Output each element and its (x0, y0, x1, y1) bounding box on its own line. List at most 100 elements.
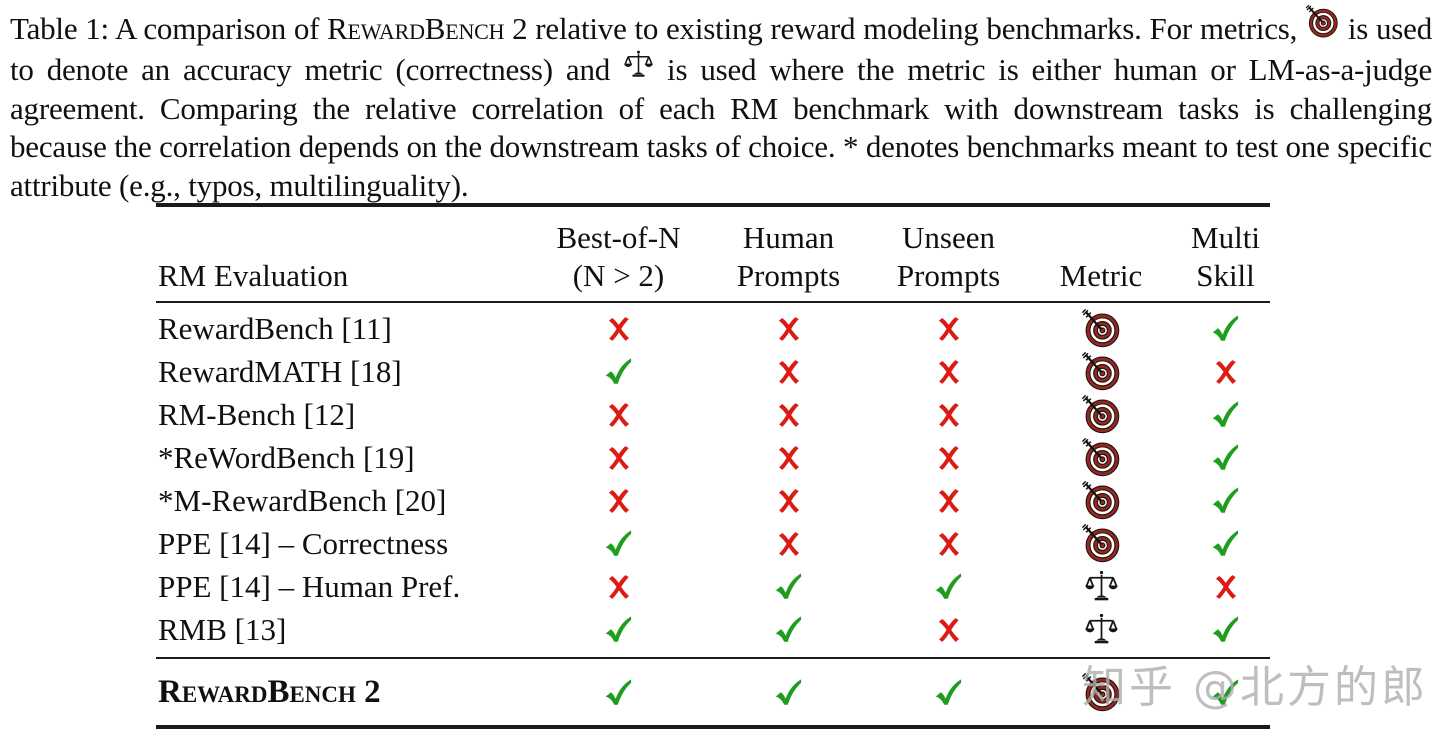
table-cell-cross (536, 444, 701, 472)
check-icon (1210, 614, 1241, 645)
cross-icon (1212, 573, 1240, 601)
table-header-row: RM Evaluation Best-of-N (N > 2) Human Prompt… (156, 207, 1270, 303)
cross-icon (1212, 358, 1240, 386)
column-header-metric: Metric (1021, 215, 1181, 295)
check-icon (1210, 313, 1241, 344)
cross-icon (605, 573, 633, 601)
check-icon (1210, 677, 1241, 708)
benchmark-name: PPE [14] – Human Pref. (158, 568, 461, 604)
column-header-unseen-prompts: Unseen Prompts (876, 215, 1021, 295)
benchmark-name: *ReWordBench [19] (158, 439, 415, 475)
target-icon (1081, 480, 1122, 521)
cross-icon (605, 444, 633, 472)
benchmark-name: RMB [13] (158, 611, 287, 647)
table-cell-cross (701, 315, 876, 343)
table-row: *M-RewardBench [20] (156, 479, 1270, 522)
table-cell-check (536, 614, 701, 645)
cross-icon (935, 358, 963, 386)
cross-icon (775, 530, 803, 558)
scales-icon (1084, 569, 1119, 604)
table-cell-check (1181, 442, 1270, 473)
table-cell-target (1021, 672, 1181, 713)
table-cell-check (876, 571, 1021, 602)
cross-icon (605, 487, 633, 515)
table-cell-check (1181, 614, 1270, 645)
column-header-rmevaluation: RM Evaluation (156, 215, 536, 295)
header-line: Skill (1196, 258, 1255, 293)
check-icon (1210, 399, 1241, 430)
benchmark-name: RewardBench [11] (158, 310, 392, 346)
table-cell-scales (1021, 612, 1181, 647)
check-icon (1210, 442, 1241, 473)
cross-icon (935, 530, 963, 558)
header-line: Unseen (902, 220, 995, 255)
table-row: RMB [13] (156, 608, 1270, 651)
target-icon (1081, 672, 1122, 713)
cross-icon (935, 444, 963, 472)
benchmark-name: PPE [14] – Correctness (158, 525, 449, 561)
column-header-best-of-n-n2: Best-of-N (N > 2) (536, 215, 701, 295)
header-line: Prompts (736, 258, 841, 293)
table-caption: Table 1: A comparison of RewardBench 2 r… (10, 4, 1432, 206)
table-cell-target (1021, 523, 1181, 564)
table-cell-check (701, 571, 876, 602)
check-icon (773, 571, 804, 602)
table-row: PPE [14] – Correctness (156, 522, 1270, 565)
table-cell-check (876, 677, 1021, 708)
table-cell-scales (1021, 569, 1181, 604)
cross-icon (605, 315, 633, 343)
table-cell-cross (876, 444, 1021, 472)
benchmark-name: *M-RewardBench [20] (158, 482, 447, 518)
check-icon (603, 528, 634, 559)
table-cell-cross (1181, 358, 1270, 386)
cross-icon (605, 401, 633, 429)
table-cell-check (1181, 485, 1270, 516)
table-row: *ReWordBench [19] (156, 436, 1270, 479)
cross-icon (935, 616, 963, 644)
table-row: PPE [14] – Human Pref. (156, 565, 1270, 608)
check-icon (1210, 485, 1241, 516)
table-cell-target (1021, 308, 1181, 349)
check-icon (603, 614, 634, 645)
table-cell-check (536, 528, 701, 559)
column-header-multi-skill: Multi Skill (1181, 215, 1270, 295)
check-icon (933, 677, 964, 708)
target-icon (1081, 351, 1122, 392)
table-cell-cross (701, 444, 876, 472)
target-icon (1081, 523, 1122, 564)
header-line: Multi (1191, 220, 1260, 255)
table-cell-cross (876, 358, 1021, 386)
smallcaps-benchmark-name: RewardBench (158, 673, 356, 710)
comparison-table: RM Evaluation Best-of-N (N > 2) Human Prompt… (156, 203, 1270, 729)
scales-icon (1084, 612, 1119, 647)
target-icon (1081, 394, 1122, 435)
table-cell-cross (876, 530, 1021, 558)
table-cell-check (701, 677, 876, 708)
table-cell-cross (701, 530, 876, 558)
table-cell-cross (701, 487, 876, 515)
target-icon (1081, 308, 1122, 349)
table-cell-cross (701, 358, 876, 386)
column-header-human-prompts: Human Prompts (701, 215, 876, 295)
header-line: Prompts (896, 258, 1001, 293)
cross-icon (775, 487, 803, 515)
check-icon (773, 677, 804, 708)
check-icon (603, 356, 634, 387)
cross-icon (935, 315, 963, 343)
benchmark-name: RM-Bench [12] (158, 396, 356, 432)
table-cell-check (1181, 399, 1270, 430)
table-cell-target (1021, 480, 1181, 521)
cross-icon (775, 401, 803, 429)
check-icon (603, 677, 634, 708)
target-icon (1081, 437, 1122, 478)
table-row: RM-Bench [12] (156, 393, 1270, 436)
table-cell-cross (1181, 573, 1270, 601)
cross-icon (935, 401, 963, 429)
target-icon (1305, 4, 1340, 39)
cross-icon (775, 358, 803, 386)
check-icon (933, 571, 964, 602)
table-cell-cross (701, 401, 876, 429)
table-cell-check (701, 614, 876, 645)
table-cell-target (1021, 394, 1181, 435)
